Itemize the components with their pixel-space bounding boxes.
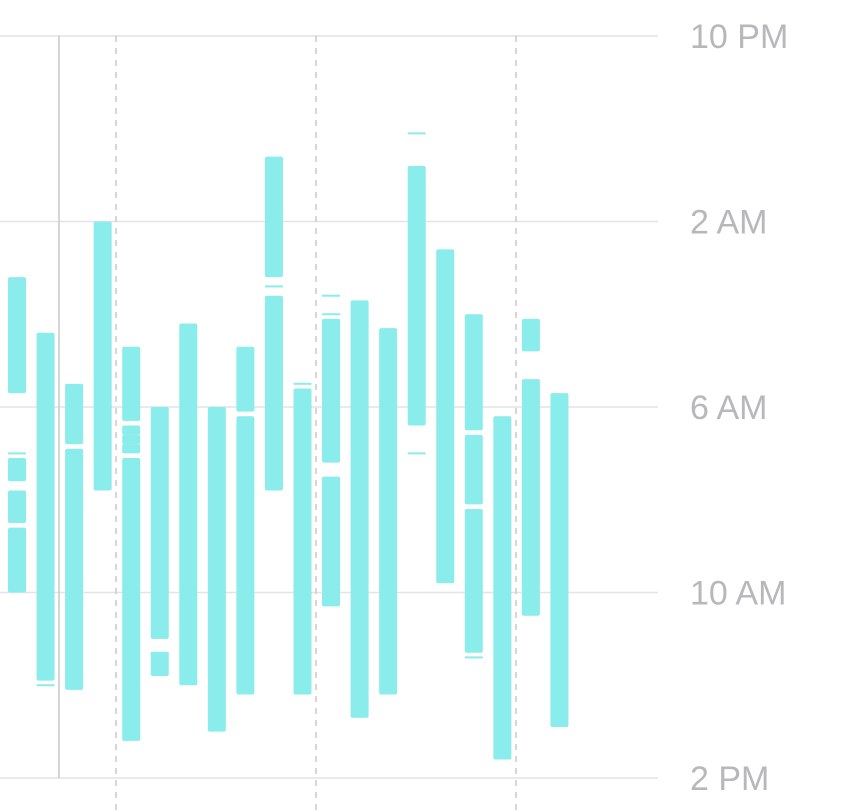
bar-tick xyxy=(407,452,426,455)
bar-segment xyxy=(8,277,26,394)
chart-bars xyxy=(8,132,569,760)
bar-tick xyxy=(322,313,341,316)
bar-segment xyxy=(464,509,483,653)
bar-segment xyxy=(379,328,398,695)
bar-segment xyxy=(93,221,112,491)
bar-segment xyxy=(8,458,26,482)
bar-tick xyxy=(464,656,483,659)
bar-segment xyxy=(36,332,55,681)
bar-tick xyxy=(264,285,283,288)
bar-tick xyxy=(407,132,426,135)
bar-segment xyxy=(264,156,283,278)
bar-segment xyxy=(8,527,26,593)
bar-segment xyxy=(322,476,341,607)
bar-segment xyxy=(179,323,198,686)
y-tick-label: 2 AM xyxy=(690,204,767,242)
bar-segment xyxy=(350,300,369,718)
bar-segment xyxy=(65,383,84,445)
bar-segment xyxy=(521,379,540,616)
bar-segment xyxy=(122,346,141,421)
y-tick-label: 10 AM xyxy=(690,575,786,613)
bar-segment xyxy=(150,407,169,639)
y-tick-label: 2 PM xyxy=(690,760,769,798)
bar-segment xyxy=(122,444,141,454)
bar-tick xyxy=(293,382,312,385)
bar-tick xyxy=(8,452,26,455)
bar-segment xyxy=(65,448,84,690)
bar-segment xyxy=(122,458,141,741)
bar-segment xyxy=(322,318,341,463)
bar-segment xyxy=(122,434,141,445)
bar-segment xyxy=(550,393,569,727)
bar-segment xyxy=(8,490,26,523)
bar-segment xyxy=(436,249,455,584)
bar-segment xyxy=(122,425,141,435)
y-tick-label: 10 PM xyxy=(690,18,788,56)
bar-tick xyxy=(36,684,55,687)
bar-segment xyxy=(207,407,226,732)
bar-segment xyxy=(464,434,483,505)
bar-tick xyxy=(150,651,169,654)
bar-segment xyxy=(264,295,283,491)
bar-segment xyxy=(236,346,255,412)
bar-segment xyxy=(521,318,540,352)
bar-segment xyxy=(150,652,169,676)
bar-segment xyxy=(464,314,483,431)
bar-segment xyxy=(236,416,255,695)
bar-segment xyxy=(493,416,512,760)
bar-segment xyxy=(293,388,312,695)
bar-tick xyxy=(322,294,341,297)
y-axis-labels: 10 PM 2 AM 6 AM 10 AM 2 PM xyxy=(690,18,788,798)
y-tick-label: 6 AM xyxy=(690,389,767,427)
bar-segment xyxy=(407,165,426,426)
